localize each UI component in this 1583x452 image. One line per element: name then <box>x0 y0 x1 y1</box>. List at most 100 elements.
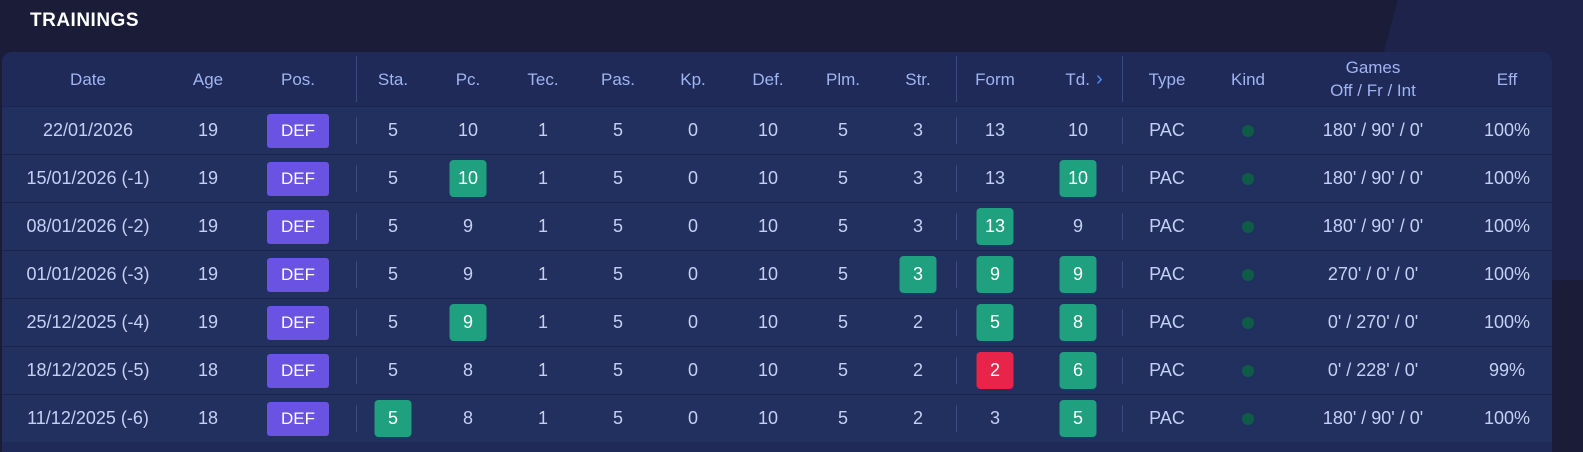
col-td[interactable]: Td. › <box>1065 52 1102 106</box>
highlighted-value: 10 <box>449 160 487 197</box>
cell-kp: 0 <box>687 312 699 332</box>
cell-date: 22/01/2026 <box>42 120 134 140</box>
cell-kp: 0 <box>687 264 699 284</box>
cell-games: 0' / 270' / 0' <box>1327 312 1419 332</box>
cell-tec: 1 <box>537 312 549 332</box>
cell-pos: DEF <box>267 395 329 442</box>
column-divider <box>956 405 957 432</box>
table-row[interactable]: 25/12/2025 (-4) 19 DEF 5 9 1 5 0 10 5 2 5 8 PAC 0' / 2… <box>2 298 1552 346</box>
cell-games: 180' / 90' / 0' <box>1322 168 1424 188</box>
cell-td: 9 <box>1072 216 1084 236</box>
col-date[interactable]: Date <box>70 69 106 89</box>
column-divider <box>356 56 357 102</box>
cell-pos: DEF <box>267 251 329 298</box>
table-row[interactable]: 08/01/2026 (-2) 19 DEF 5 9 1 5 0 10 5 3 13 9 PAC 180' … <box>2 202 1552 250</box>
cell-eff: 100% <box>1483 264 1531 284</box>
cell-date: 15/01/2026 (-1) <box>26 168 150 188</box>
cell-eff: 100% <box>1483 312 1531 332</box>
cell-tec: 1 <box>537 264 549 284</box>
column-divider <box>956 309 957 336</box>
cell-pc: 9 <box>462 216 474 236</box>
table-row[interactable]: 22/01/2026 19 DEF 5 10 1 5 0 10 5 3 13 10 PAC 180' / 9… <box>2 106 1552 154</box>
col-form[interactable]: Form <box>975 69 1015 89</box>
column-divider <box>1122 405 1123 432</box>
cell-date: 11/12/2025 (-6) <box>27 408 149 428</box>
cell-date: 01/01/2026 (-3) <box>26 264 150 284</box>
cell-type: PAC <box>1149 216 1185 236</box>
table-row[interactable]: 11/12/2025 (-6) 18 DEF 5 8 1 5 0 10 5 2 3 5 PAC 180' /… <box>2 394 1552 442</box>
position-badge[interactable]: DEF <box>267 161 329 196</box>
cell-pas: 5 <box>612 168 624 188</box>
highlighted-value: 6 <box>1059 352 1097 389</box>
col-games-line2: Off / Fr / Int <box>1330 81 1416 100</box>
cell-age: 19 <box>197 264 219 284</box>
col-type[interactable]: Type <box>1148 69 1186 89</box>
col-age[interactable]: Age <box>192 69 224 89</box>
column-divider <box>356 165 357 192</box>
cell-eff: 100% <box>1483 120 1531 140</box>
cell-sta: 5 <box>387 360 399 380</box>
cell-def: 10 <box>757 408 779 428</box>
cell-pc: 10 <box>457 120 479 140</box>
column-divider <box>956 261 957 288</box>
highlighted-value: 9 <box>976 256 1014 293</box>
cell-str: 2 <box>912 360 924 380</box>
col-kind[interactable]: Kind <box>1230 69 1266 89</box>
col-games[interactable]: Games Off / Fr / Int <box>1330 52 1416 106</box>
col-plm[interactable]: Plm. <box>826 69 860 89</box>
column-divider <box>1122 117 1123 144</box>
cell-eff: 99% <box>1488 360 1526 380</box>
col-eff[interactable]: Eff <box>1496 69 1518 89</box>
cell-pc: 10 <box>449 155 487 202</box>
position-badge[interactable]: DEF <box>267 401 329 436</box>
cell-age: 19 <box>197 120 219 140</box>
kind-dot-icon <box>1242 220 1254 233</box>
cell-tec: 1 <box>537 408 549 428</box>
cell-def: 10 <box>757 216 779 236</box>
cell-age: 18 <box>197 408 219 428</box>
col-sta[interactable]: Sta. <box>377 69 409 89</box>
cell-date: 18/12/2025 (-5) <box>26 360 150 380</box>
kind-dot-icon <box>1242 364 1254 377</box>
cell-age: 19 <box>197 312 219 332</box>
col-str[interactable]: Str. <box>905 69 931 89</box>
position-badge[interactable]: DEF <box>267 257 329 292</box>
position-badge[interactable]: DEF <box>267 209 329 244</box>
table-row[interactable]: 01/01/2026 (-3) 19 DEF 5 9 1 5 0 10 5 3 9 9 PAC 270' /… <box>2 250 1552 298</box>
column-divider <box>956 213 957 240</box>
cell-td: 10 <box>1067 120 1089 140</box>
cell-def: 10 <box>757 168 779 188</box>
cell-sta: 5 <box>387 216 399 236</box>
column-divider <box>956 56 957 102</box>
position-badge[interactable]: DEF <box>267 305 329 340</box>
table-row[interactable]: 15/01/2026 (-1) 19 DEF 5 10 1 5 0 10 5 3 13 10 PAC 180… <box>2 154 1552 202</box>
cell-plm: 5 <box>837 360 849 380</box>
cell-pos: DEF <box>267 203 329 250</box>
col-tec[interactable]: Tec. <box>527 69 559 89</box>
cell-td: 5 <box>1059 395 1097 442</box>
col-pc[interactable]: Pc. <box>455 69 481 89</box>
kind-dot-icon <box>1242 124 1254 137</box>
position-badge[interactable]: DEF <box>267 113 329 148</box>
column-divider <box>1122 309 1123 336</box>
cell-games: 180' / 90' / 0' <box>1322 408 1424 428</box>
highlighted-value: 2 <box>976 352 1014 389</box>
section-title: TRAININGS <box>30 10 139 31</box>
cell-pos: DEF <box>267 155 329 202</box>
cell-kind <box>1242 107 1254 154</box>
cell-games: 180' / 90' / 0' <box>1322 120 1424 140</box>
column-divider <box>956 357 957 384</box>
table-row[interactable]: 18/12/2025 (-5) 18 DEF 5 8 1 5 0 10 5 2 2 6 PAC 0' / 2… <box>2 346 1552 394</box>
table-header: Date Age Pos. Sta. Pc. Tec. Pas. Kp. Def… <box>2 52 1552 106</box>
chevron-right-icon[interactable]: › <box>1095 67 1103 90</box>
highlighted-value: 9 <box>1059 256 1097 293</box>
col-pas[interactable]: Pas. <box>600 69 636 89</box>
col-kp[interactable]: Kp. <box>680 69 706 89</box>
highlighted-value: 13 <box>976 208 1014 245</box>
cell-kp: 0 <box>687 360 699 380</box>
cell-kp: 0 <box>687 408 699 428</box>
position-badge[interactable]: DEF <box>267 353 329 388</box>
column-divider <box>1122 261 1123 288</box>
col-pos[interactable]: Pos. <box>280 69 316 89</box>
col-def[interactable]: Def. <box>752 69 784 89</box>
